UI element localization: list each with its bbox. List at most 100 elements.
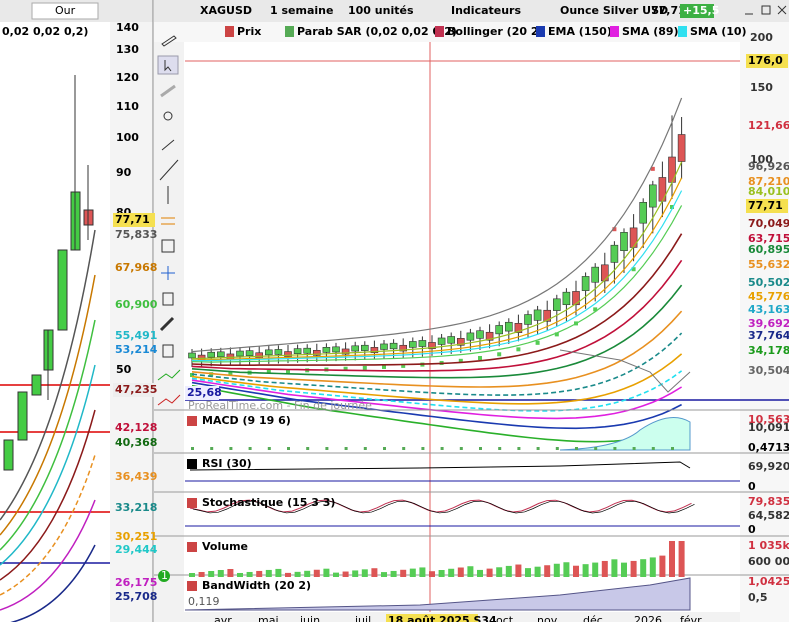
volume-bar — [477, 569, 483, 577]
candle — [351, 345, 360, 352]
sar-dot — [497, 352, 502, 357]
volume-bar — [352, 570, 359, 577]
volume-bar — [486, 568, 493, 577]
window-controls[interactable] — [745, 5, 787, 15]
tool-line[interactable] — [159, 159, 179, 181]
panel-icon — [187, 581, 197, 591]
tool-fib[interactable] — [161, 217, 175, 225]
x-label-bg — [386, 614, 478, 622]
tool-move[interactable] — [161, 266, 175, 280]
toolbar-last[interactable]: 77,71 — [651, 4, 686, 17]
macd-hist — [363, 447, 367, 450]
price-tag: 87,210 — [748, 175, 789, 188]
volume-bar — [198, 571, 205, 577]
tool-text[interactable] — [161, 239, 175, 253]
legend-entry[interactable]: Parab SAR (0,02 0,02 0,2) — [297, 25, 457, 38]
volume-bar — [457, 567, 464, 577]
price-tag: 39,692 — [748, 317, 789, 330]
candle — [504, 321, 513, 332]
sar-dot — [593, 307, 598, 312]
volume-bar — [285, 572, 291, 577]
panel-label: 69,920 — [748, 460, 789, 473]
price-tag: 67,968 — [115, 261, 157, 274]
tab[interactable] — [31, 2, 99, 20]
legend-entry[interactable]: SMA (89) — [622, 25, 679, 38]
candle — [284, 351, 292, 357]
tool-pointer[interactable] — [157, 55, 179, 75]
panel-label: 64,582 — [748, 509, 789, 522]
toolbar-symbol[interactable]: XAGUSD — [200, 4, 252, 17]
panel-title: Stochastique (15 3 3) — [202, 496, 335, 509]
indicator-line — [191, 259, 683, 372]
volume-bar — [227, 568, 234, 577]
candle — [629, 227, 638, 248]
macd-hist — [383, 447, 386, 450]
volume-bar — [630, 560, 637, 577]
legend-bar — [154, 22, 789, 42]
tool-hammer[interactable] — [159, 316, 175, 332]
wick — [47, 75, 89, 400]
indicator-line — [191, 384, 682, 443]
toolbar-period[interactable]: 1 semaine — [270, 4, 333, 17]
sar-dot — [554, 332, 559, 337]
legend-entry[interactable]: SMA (10) — [690, 25, 747, 38]
indicator-line — [0, 229, 96, 521]
toolbar-units[interactable]: 100 unités — [348, 4, 414, 17]
legend-swatch — [536, 26, 545, 37]
volume-bar — [592, 562, 599, 577]
volume-bar — [621, 562, 627, 577]
tool-indicator[interactable] — [157, 394, 181, 406]
toolbar-instrument[interactable]: Ounce Silver USD — [560, 4, 668, 17]
rsi-line — [189, 461, 691, 471]
volume-bar — [515, 564, 522, 577]
candle — [562, 291, 571, 306]
indicator-line — [191, 332, 683, 396]
price-tag: 29,444 — [115, 543, 158, 556]
legend-entry[interactable]: EMA (150) — [548, 25, 612, 38]
volume-bar — [313, 569, 320, 577]
candle — [600, 264, 609, 282]
axis-label: 140 — [116, 21, 139, 34]
candle — [514, 323, 523, 333]
x-axis-label: 2026 — [634, 614, 662, 622]
tool-ruler[interactable] — [160, 84, 176, 98]
axis-label: 150 — [750, 81, 773, 94]
panel-title: Volume — [202, 540, 248, 553]
price-tag: 34,178 — [748, 344, 789, 357]
tool-indicator[interactable] — [157, 369, 181, 381]
tool-trash[interactable] — [162, 344, 174, 358]
candle — [524, 314, 532, 325]
price-chart — [0, 75, 691, 622]
tool-pen[interactable] — [161, 35, 177, 47]
price-tag: 60,895 — [748, 243, 789, 256]
indicator-line — [0, 499, 96, 611]
volume-bar — [208, 570, 215, 577]
sar-dot — [343, 366, 348, 371]
panel-icon — [187, 498, 197, 508]
candle — [217, 351, 225, 358]
sar-dot — [631, 267, 636, 272]
candle — [245, 350, 254, 356]
volume-bar — [467, 566, 474, 577]
candle — [322, 347, 331, 353]
toolbar-indicators[interactable]: Indicateurs — [451, 4, 521, 17]
candle — [207, 351, 215, 358]
sar-dot — [458, 358, 463, 363]
tool-segment[interactable] — [161, 139, 175, 151]
price-tag: 25,708 — [115, 590, 157, 603]
price-tag: 50,502 — [748, 276, 789, 289]
legend-entry[interactable]: Prix — [237, 25, 261, 38]
price-tag: 77,71 — [748, 199, 783, 212]
macd-hist — [344, 447, 348, 450]
price-tag-bg — [113, 383, 155, 397]
tool-zoom[interactable] — [163, 111, 173, 121]
volume-bar — [237, 572, 243, 577]
candle — [293, 348, 302, 354]
price-tag: 96,926 — [748, 160, 789, 173]
candle — [360, 344, 369, 351]
macd-hist — [575, 447, 578, 450]
x-axis-label: avr — [214, 614, 232, 622]
tool-copy[interactable] — [162, 292, 174, 306]
legend-entry[interactable]: Bollinger (20 2) — [447, 25, 544, 38]
candle — [3, 439, 14, 471]
